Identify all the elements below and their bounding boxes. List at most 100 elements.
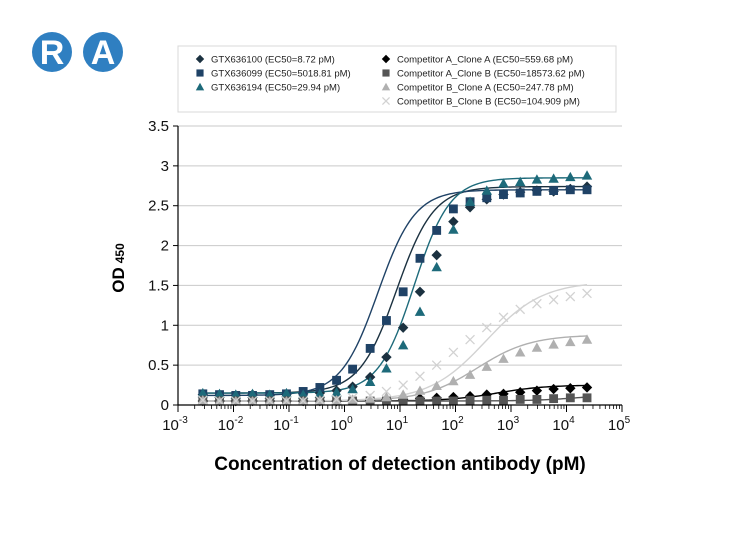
data-point-series-3 [331,387,342,397]
axes [177,126,622,406]
data-point-series-2 [415,253,425,263]
data-point-series-5 [398,396,408,406]
data-point-series-3 [364,376,376,387]
logo-letter-r: R [40,34,65,72]
data-point-series-6 [414,385,426,395]
legend-marker-stroke [381,96,391,106]
data-point-series-5 [482,395,492,405]
data-point-series-3 [381,363,392,373]
x-tick-exponent: -1 [290,415,299,426]
data-point-series-7-stroke [582,288,592,299]
data-point-series-5 [515,395,525,404]
x-tick-labels: 10-3 10-2 10-1 100 101 102 103 104 105 [162,405,631,434]
data-point-series-4 [565,383,576,394]
x-tick-base: 10 [330,417,347,434]
data-point-series-7-stroke [548,294,559,305]
data-point-series-7 [365,390,376,401]
legend-label: Competitor B_Clone A (EC50=247.78 pM) [397,83,574,94]
data-point-series-2 [332,375,342,385]
data-point-series-2 [365,343,375,353]
data-point-series-7 [281,396,292,406]
data-point-series-7 [314,395,325,406]
data-point-series-7 [347,392,358,403]
x-tick-base: 10 [386,417,403,434]
data-point-series-7 [465,334,475,345]
y-tick-label: 1 [161,317,169,334]
logo-r-circle [32,32,72,72]
data-point-series-7 [515,304,526,315]
data-point-series-7 [264,396,275,406]
y-axis-title: OD 450 [109,243,128,293]
x-tick-label: 101 [386,415,409,434]
gridlines [178,125,622,366]
data-point-series-5 [532,395,542,404]
data-point-series-5 [549,394,559,404]
y-tick-label: 0 [161,397,169,414]
x-tick-exponent: -2 [234,415,243,426]
y-axis-title-text: OD 450 [109,243,128,293]
data-point-series-7 [398,380,409,390]
x-tick-exponent: 4 [569,415,575,426]
data-point-series-5 [448,396,458,406]
legend-marker [381,96,391,106]
data-point-series-6 [515,347,526,357]
data-point-series-1 [448,216,459,227]
data-point-series-3 [314,388,326,398]
data-point-series-7 [381,386,392,397]
x-tick-exponent: 5 [625,415,631,426]
fit-curves [202,177,588,402]
data-point-series-4 [581,382,593,393]
data-point-series-2 [499,190,508,199]
legend-marker [195,82,205,91]
data-point-series-5 [499,395,508,405]
legend-label: GTX636099 (EC50=5018.81 pM) [211,69,351,80]
data-point-series-6 [548,339,559,349]
x-axis-title: Concentration of detection antibody (pM) [214,454,586,475]
data-point-series-3 [230,389,241,399]
data-point-series-2 [515,188,525,198]
x-tick-label: 100 [330,415,353,434]
data-point-series-2 [315,383,325,392]
data-point-series-6 [498,353,509,363]
y-tick-label: 0.5 [148,357,169,374]
data-point-series-7-stroke [298,396,309,406]
data-point-series-4 [515,387,526,398]
data-point-series-7-stroke [532,298,542,309]
data-point-series-4 [531,385,543,396]
x-tick-label: 10-3 [162,415,188,434]
data-point-series-3 [565,171,576,182]
data-point-series-6 [464,369,476,379]
data-point-series-7 [214,396,225,406]
data-points [197,170,593,407]
y-tick-label: 2.5 [148,198,169,215]
data-point-series-3 [515,176,526,186]
legend-label: Competitor A_Clone A (EC50=559.68 pM) [397,55,573,66]
data-point-series-3 [397,340,409,350]
data-point-series-3 [498,178,509,188]
data-point-series-1 [381,351,392,363]
data-point-series-7-stroke [565,291,576,302]
data-point-series-7 [247,396,258,406]
data-point-series-7 [298,396,309,406]
data-point-series-7-stroke [415,371,425,382]
data-point-series-6 [364,393,376,403]
y-axis-title-sub: 450 [113,243,127,263]
data-point-series-2 [549,186,559,195]
x-tick-base: 10 [218,417,235,434]
data-point-series-7-stroke [398,380,409,390]
data-point-series-7-stroke [498,312,509,323]
data-point-series-3 [197,387,209,398]
y-axis-title-main: OD [109,267,128,293]
data-point-series-7 [230,396,241,406]
data-point-series-7 [565,291,576,302]
data-point-series-7-stroke [314,395,325,406]
x-tick-base: 10 [162,417,179,434]
data-point-series-7-stroke [281,396,292,406]
legend-marker [195,54,205,64]
data-point-series-7 [548,294,559,305]
data-point-series-7-stroke [515,304,526,315]
data-point-series-5 [465,395,475,405]
data-point-series-7 [448,347,459,358]
data-point-series-2 [398,287,408,297]
